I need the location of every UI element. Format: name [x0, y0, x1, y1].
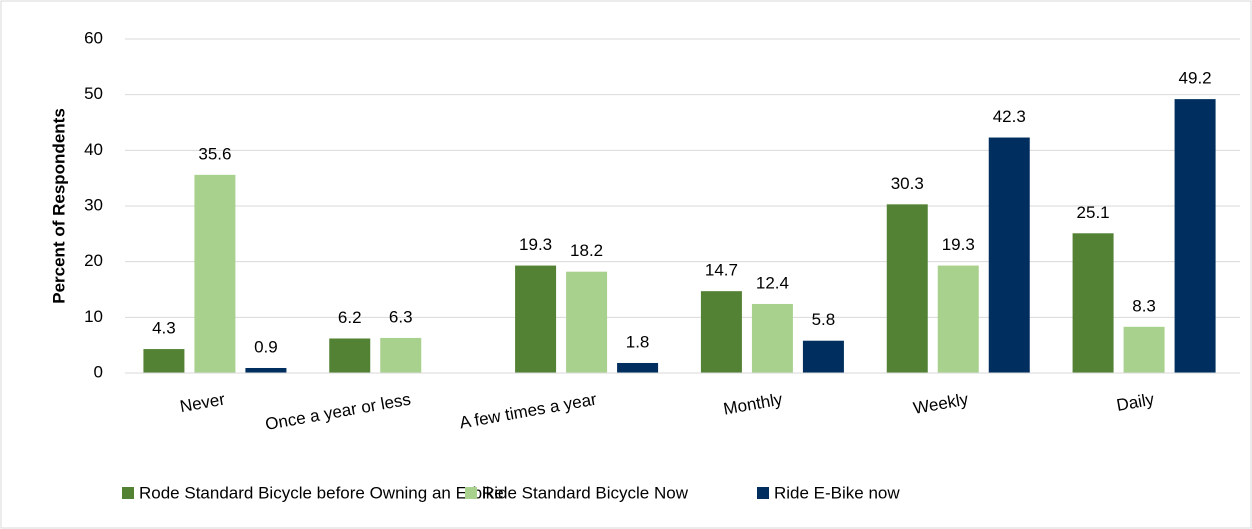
bar	[700, 291, 742, 373]
data-label: 30.3	[891, 174, 924, 193]
data-label: 49.2	[1179, 69, 1212, 88]
bar	[380, 337, 422, 373]
data-label: 4.3	[152, 319, 176, 338]
y-tick-label: 30	[84, 195, 103, 214]
bar	[1174, 99, 1216, 374]
legend-label: Ride Standard Bicycle Now	[482, 483, 689, 502]
bar	[194, 174, 236, 373]
data-label: 12.4	[756, 273, 789, 292]
data-label: 8.3	[1132, 296, 1156, 315]
data-label: 25.1	[1077, 203, 1110, 222]
bar	[329, 338, 371, 373]
data-label: 1.8	[626, 332, 650, 351]
bar	[988, 137, 1030, 373]
legend-swatch	[122, 487, 134, 499]
data-label: 6.3	[389, 307, 413, 326]
y-tick-label: 10	[84, 307, 103, 326]
legend-swatch	[757, 487, 769, 499]
bar	[566, 271, 608, 373]
data-label: 5.8	[812, 310, 836, 329]
y-axis-title: Percent of Respondents	[49, 108, 68, 304]
bar	[617, 362, 659, 373]
data-label: 19.3	[942, 235, 975, 254]
legend-label: Ride E-Bike now	[774, 483, 900, 502]
data-label: 6.2	[338, 308, 362, 327]
bar	[886, 204, 928, 373]
legend-swatch	[465, 487, 477, 499]
legend-label: Rode Standard Bicycle before Owning an E…	[139, 483, 504, 502]
data-label: 42.3	[993, 107, 1026, 126]
y-tick-label: 20	[84, 251, 103, 270]
bar	[1123, 326, 1165, 373]
y-tick-label: 50	[84, 84, 103, 103]
y-tick-label: 40	[84, 140, 103, 159]
data-label: 18.2	[570, 241, 603, 260]
bar	[937, 265, 979, 373]
data-label: 35.6	[198, 144, 231, 163]
bar	[802, 340, 844, 373]
bar	[143, 349, 185, 373]
data-label: 19.3	[519, 235, 552, 254]
y-tick-label: 60	[84, 28, 103, 47]
data-label: 14.7	[705, 261, 738, 280]
bar	[1072, 233, 1114, 373]
bar	[515, 265, 557, 373]
bar	[751, 303, 793, 373]
bar	[245, 367, 287, 373]
y-tick-label: 0	[94, 362, 103, 381]
data-label: 0.9	[254, 337, 278, 356]
